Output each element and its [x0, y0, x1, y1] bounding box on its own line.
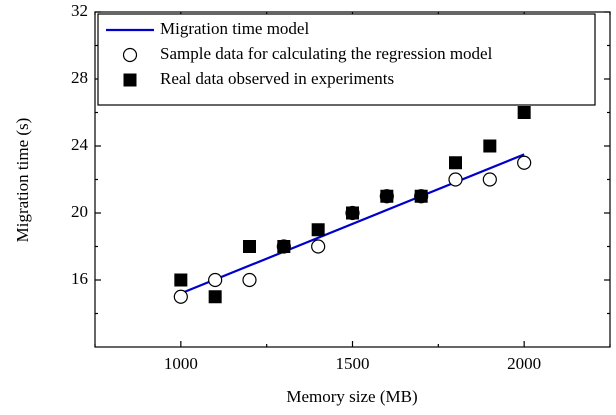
sample-point	[517, 155, 532, 170]
sample-point	[482, 172, 497, 187]
model-line	[180, 153, 525, 295]
observed-point	[483, 139, 497, 153]
sample-point	[173, 289, 188, 304]
legend-label: Sample data for calculating the regressi…	[160, 44, 493, 63]
observed-point	[208, 290, 222, 304]
sample-point	[242, 272, 257, 288]
observed-point	[380, 189, 394, 203]
sample-point	[311, 239, 326, 254]
y-tick-label: 32	[71, 1, 88, 20]
sample-point	[208, 272, 223, 288]
observed-point	[243, 240, 256, 253]
legend-marker	[122, 47, 138, 63]
sample-point	[448, 172, 463, 187]
y-tick-label: 28	[71, 68, 88, 87]
y-tick-label: 20	[71, 202, 88, 221]
observed-point	[414, 189, 428, 203]
y-tick-label: 24	[71, 135, 89, 154]
x-axis-label: Memory size (MB)	[286, 387, 417, 406]
legend-label: Real data observed in experiments	[160, 69, 394, 88]
x-tick-label: 1500	[336, 354, 370, 373]
y-tick-label: 16	[71, 269, 88, 288]
legend-marker	[123, 73, 137, 87]
y-axis-label: Migration time (s)	[13, 118, 32, 243]
observed-point	[517, 106, 531, 119]
legend-label: Migration time model	[160, 19, 309, 38]
observed-point	[346, 206, 359, 220]
observed-point	[277, 240, 291, 253]
x-tick-label: 2000	[507, 354, 541, 373]
x-tick-label: 1000	[164, 354, 198, 373]
observed-point	[449, 156, 462, 170]
legend-box	[97, 13, 596, 106]
observed-point	[311, 223, 325, 237]
observed-point	[174, 273, 188, 287]
